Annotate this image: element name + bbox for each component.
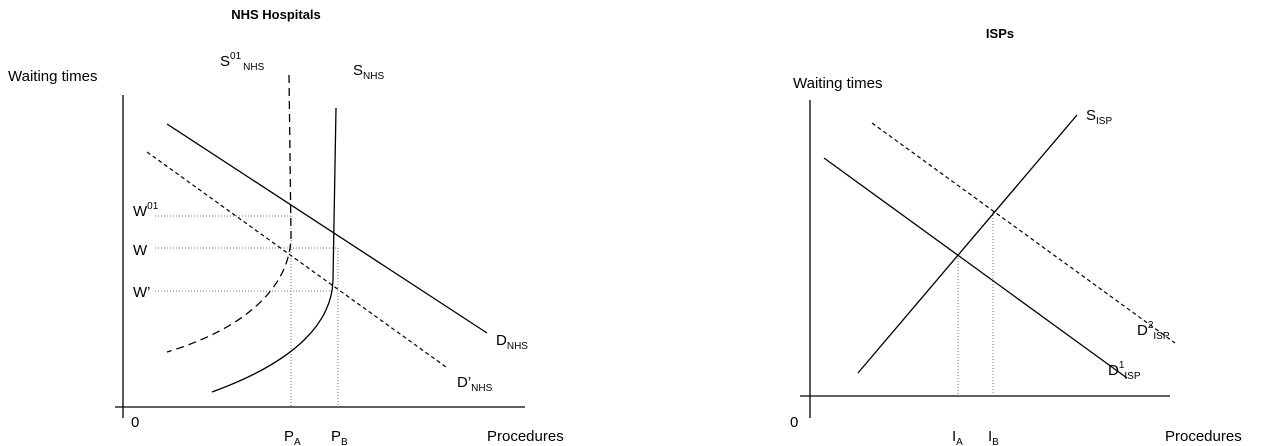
y-tick-label: W’ [133,284,151,301]
y-tick-label: W01 [133,201,159,220]
x-tick-label: IB [988,428,999,446]
supply-curve [857,114,1078,374]
curve-label: DNHS [496,332,528,352]
y-axis-label: Waiting times [793,75,882,92]
y-tick-label: W [133,242,148,259]
supply-curve-old [166,74,292,353]
demand-curve-shifted [871,122,1176,344]
isp-panel: ISPs Waiting times 0 Procedures SISP D2I… [790,26,1242,446]
curve-label: SNHS [353,62,384,82]
curve-label: D1ISP [1108,360,1141,382]
x-axis-label: Procedures [487,428,564,445]
x-tick-label: IA [952,428,963,446]
demand-curve-shifted [146,151,447,368]
nhs-panel: NHS Hospitals Waiting times 0 Procedures… [8,7,564,446]
axes [115,95,525,418]
curve-label: S01NHS [220,51,265,73]
demand-curve [166,123,488,334]
curve-label: D2ISP [1137,320,1170,342]
panel-title: ISPs [986,26,1014,41]
y-axis-label: Waiting times [8,68,97,85]
demand-curve [823,157,1128,379]
x-axis-label: Procedures [1165,428,1242,445]
x-tick-label: PB [331,428,348,446]
x-tick-label: PA [284,428,301,446]
origin: 0 [131,414,139,431]
curve-label: D’NHS [457,374,493,394]
supply-curve [211,107,337,393]
curve-label: SISP [1086,107,1112,127]
axes [800,100,1170,418]
origin: 0 [790,414,798,431]
guide-lines [957,212,994,396]
panel-title: NHS Hospitals [231,7,321,22]
